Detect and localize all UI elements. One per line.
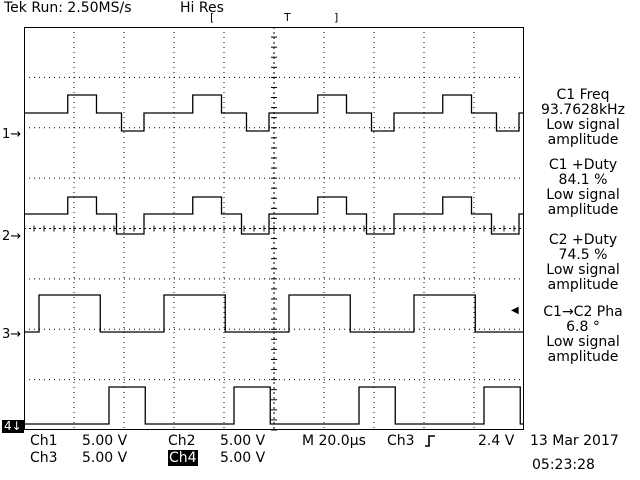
- ch3-label: Ch3: [30, 450, 58, 466]
- ch1-label: Ch1: [30, 433, 58, 449]
- date: 13 Mar 2017: [530, 433, 619, 449]
- ch3-trace: [24, 294, 524, 333]
- measurement-2-warning: Low signal: [546, 187, 620, 203]
- ch4-ground-marker[interactable]: 4↓: [2, 419, 24, 433]
- measurement-4: C1→C2 Pha 6.8 ° Low signal amplitude: [528, 305, 638, 365]
- ch1-trace: [24, 94, 524, 132]
- measurement-4-warning: Low signal: [546, 334, 620, 350]
- measurement-1-name: C1 Freq: [556, 87, 610, 103]
- trigger-bracket-left: [: [210, 11, 215, 24]
- timebase: M 20.0µs: [302, 433, 366, 449]
- measurement-1: C1 Freq 93.7628kHz Low signal amplitude: [528, 88, 638, 148]
- trigger-marker: T: [284, 11, 291, 24]
- ch2-trace: [24, 196, 524, 235]
- trigger-bracket-right: ]: [334, 11, 339, 24]
- acquisition-status: Tek Run: 2.50MS/s: [4, 0, 132, 16]
- measurement-3-name: C2 +Duty: [548, 232, 618, 248]
- measurement-4-warning-2: amplitude: [547, 349, 619, 365]
- measurement-1-warning-2: amplitude: [547, 132, 619, 148]
- measurement-3: C2 +Duty 74.5 % Low signal amplitude: [528, 233, 638, 293]
- time: 05:23:28: [532, 457, 595, 473]
- measurement-2-value: 84.1 %: [558, 172, 608, 188]
- measurement-4-value: 6.8 °: [566, 319, 600, 335]
- measurement-3-warning-2: amplitude: [547, 277, 619, 293]
- measurement-2: C1 +Duty 84.1 % Low signal amplitude: [528, 158, 638, 218]
- acquisition-mode: Hi Res: [180, 0, 224, 16]
- measurement-2-name: C1 +Duty: [548, 157, 618, 173]
- measurement-4-name: C1→C2 Pha: [543, 304, 623, 320]
- ch4-label-text: Ch4: [168, 450, 198, 466]
- measurement-2-warning-2: amplitude: [547, 202, 619, 218]
- ch3-ground-marker[interactable]: 3→: [2, 327, 22, 342]
- waveform-display: [24, 27, 524, 431]
- trigger-source: Ch3: [387, 433, 415, 449]
- measurement-3-warning: Low signal: [546, 262, 620, 278]
- ch1-ground-marker[interactable]: 1→: [2, 127, 22, 142]
- measurement-1-value: 93.7628kHz: [541, 102, 625, 118]
- trigger-level-marker[interactable]: ◀: [511, 305, 519, 316]
- ch4-label: Ch4: [168, 450, 198, 466]
- ch3-scale: 5.00 V: [82, 450, 128, 466]
- measurement-1-warning: Low signal: [546, 117, 620, 133]
- ch1-scale: 5.00 V: [82, 433, 128, 449]
- rising-edge-icon: [425, 435, 435, 447]
- trigger-level: 2.4 V: [478, 433, 515, 449]
- ch2-label: Ch2: [168, 433, 196, 449]
- ch2-scale: 5.00 V: [220, 433, 266, 449]
- ch4-scale: 5.00 V: [220, 450, 266, 466]
- ch4-trace: [24, 386, 524, 425]
- trigger-position-indicator: [ T ]: [210, 10, 340, 30]
- measurement-3-value: 74.5 %: [558, 247, 608, 263]
- ch2-ground-marker[interactable]: 2→: [2, 229, 22, 244]
